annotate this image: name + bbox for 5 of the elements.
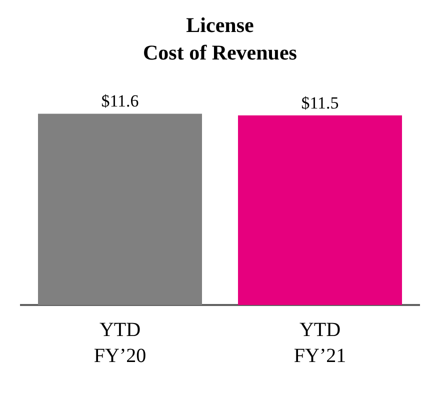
data-label: $11.6 (101, 92, 139, 111)
chart-title: License Cost of Revenues (143, 13, 297, 64)
x-tick-label: YTD FY’20 (94, 319, 146, 367)
x-tick-label: YTD FY’21 (294, 319, 346, 367)
data-label: $11.5 (301, 93, 339, 112)
